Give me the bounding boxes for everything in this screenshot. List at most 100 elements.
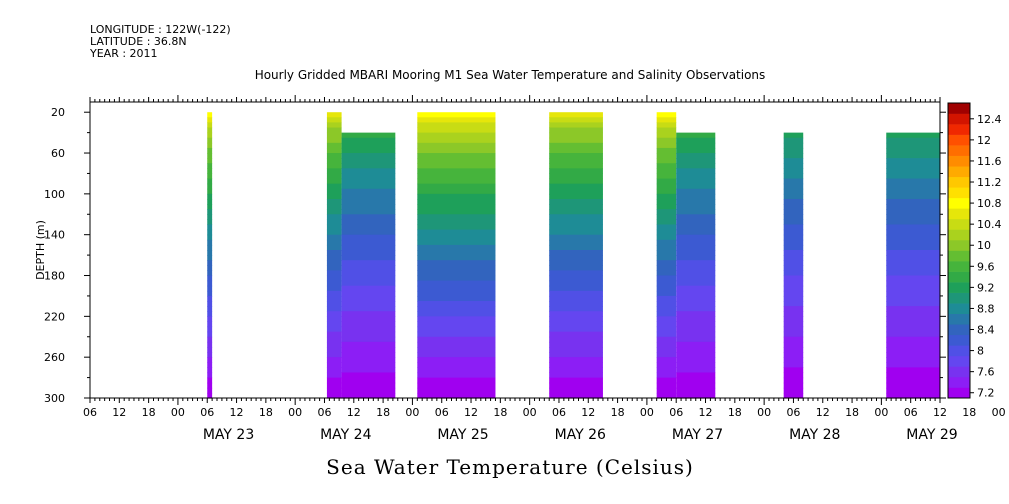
heat-cell	[207, 198, 213, 205]
heat-cell	[417, 295, 496, 302]
heat-cell	[326, 204, 342, 210]
heat-cell	[549, 168, 603, 175]
heat-cell	[341, 214, 396, 220]
x-tick-label: 18	[962, 406, 976, 419]
colorbar-swatch	[948, 197, 970, 209]
colorbar-label: 9.6	[977, 260, 995, 273]
heat-cell	[341, 198, 396, 205]
heat-cell	[783, 163, 804, 169]
heat-cell	[676, 280, 716, 287]
heat-cell	[549, 117, 603, 124]
heat-cell	[656, 163, 677, 169]
heat-cell	[326, 209, 342, 215]
heat-cell	[207, 316, 213, 323]
heat-cell	[341, 132, 396, 139]
heat-cell	[207, 178, 213, 185]
heat-cell	[341, 158, 396, 164]
heat-cell	[549, 112, 603, 118]
heat-cell	[886, 158, 940, 164]
heat-cell	[656, 275, 677, 282]
heat-cell	[656, 295, 677, 302]
heat-cell	[676, 132, 716, 139]
heat-cell	[417, 290, 496, 297]
colorbar-swatch	[948, 103, 970, 114]
heat-cell	[207, 188, 213, 195]
heat-cell	[326, 234, 342, 241]
x-tick-label: 00	[171, 406, 185, 419]
heat-cell	[783, 158, 804, 164]
heat-cell	[326, 244, 342, 251]
heat-cell	[417, 178, 496, 185]
heat-cell	[417, 331, 496, 338]
x-tick-label: 06	[317, 406, 331, 419]
heat-cell	[783, 219, 804, 226]
heat-cell	[676, 290, 716, 297]
colorbar-swatch	[948, 208, 970, 220]
colorbar-label: 12	[977, 134, 991, 147]
heat-cell	[326, 147, 342, 154]
colorbar-swatch	[948, 271, 970, 283]
heat-cell	[676, 377, 716, 384]
heat-cell	[341, 153, 396, 159]
heat-cell	[676, 387, 716, 394]
heat-cell	[207, 341, 213, 348]
heat-cell	[676, 295, 716, 302]
heat-cell	[886, 326, 940, 333]
colorbar-swatch	[948, 303, 970, 315]
heat-cell	[417, 336, 496, 343]
heat-cell	[417, 127, 496, 134]
heat-cell	[783, 346, 804, 353]
heat-cell	[549, 270, 603, 277]
heat-cell	[549, 311, 603, 317]
heat-cell	[207, 112, 213, 118]
x-tick-label: 00	[992, 406, 1006, 419]
heat-cell	[326, 280, 342, 287]
heat-cell	[207, 331, 213, 338]
heat-cell	[207, 173, 213, 180]
heat-cell	[417, 153, 496, 159]
heat-cell	[417, 326, 496, 333]
heat-cell	[207, 127, 213, 134]
heat-cell	[656, 311, 677, 317]
y-tick-label: 20	[51, 106, 65, 119]
longitude-label: LONGITUDE : 122W(-122)	[90, 23, 231, 36]
heat-cell	[676, 306, 716, 312]
heat-cell	[549, 326, 603, 333]
x-tick-label: 12	[816, 406, 830, 419]
heat-cell	[886, 372, 940, 379]
heat-cell	[417, 341, 496, 348]
x-tick-label: 12	[933, 406, 947, 419]
heat-cell	[207, 224, 213, 231]
heat-cell	[676, 204, 716, 210]
heat-cell	[676, 331, 716, 338]
x-tick-label: 12	[230, 406, 244, 419]
heat-cell	[549, 127, 603, 134]
heat-cell	[417, 316, 496, 323]
heat-cell	[783, 209, 804, 215]
heat-cell	[656, 362, 677, 368]
heat-cell	[326, 316, 342, 323]
heat-cell	[417, 321, 496, 328]
heat-cell	[207, 275, 213, 282]
heat-cell	[549, 306, 603, 312]
heat-cell	[326, 275, 342, 282]
heat-cell	[676, 357, 716, 363]
y-tick-label: 100	[44, 188, 65, 201]
heat-cell	[326, 122, 342, 129]
heat-cell	[549, 352, 603, 358]
heat-cell	[886, 260, 940, 266]
heat-cell	[783, 142, 804, 149]
heat-cell	[341, 290, 396, 297]
heat-cell	[341, 280, 396, 287]
heat-cell	[417, 224, 496, 231]
heat-cell	[549, 188, 603, 195]
heat-cell	[207, 387, 213, 394]
heat-cell	[326, 188, 342, 195]
colorbar-swatch	[948, 313, 970, 325]
heat-cell	[886, 137, 940, 144]
heat-cell	[549, 280, 603, 287]
location-info: LONGITUDE : 122W(-122) LATITUDE : 36.8N …	[90, 24, 231, 60]
heat-cell	[326, 142, 342, 149]
heat-cell	[656, 352, 677, 358]
heat-cell	[207, 244, 213, 251]
